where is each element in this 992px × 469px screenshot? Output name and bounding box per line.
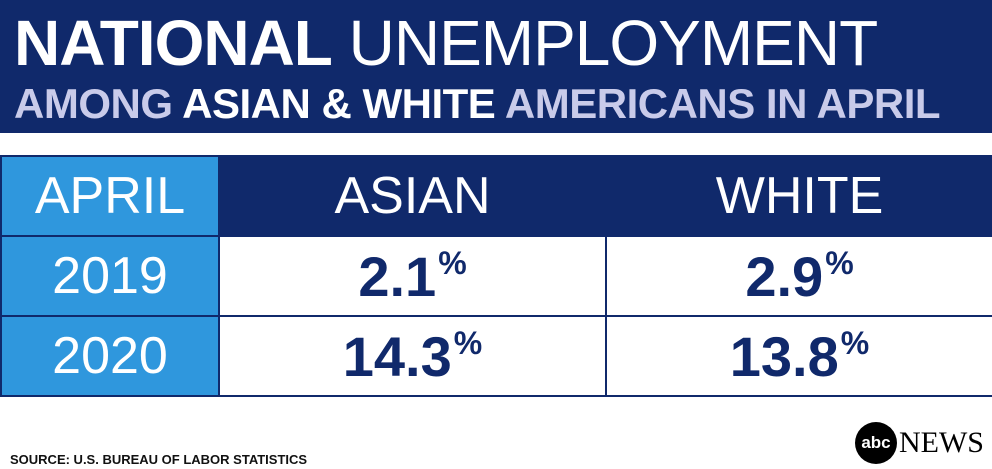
value: 2.1 <box>358 244 437 308</box>
table-row: 2020 14.3% 13.8% <box>0 315 992 397</box>
header-band: NATIONAL UNEMPLOYMENT AMONG ASIAN & WHIT… <box>0 0 992 133</box>
subtitle-highlight: ASIAN & WHITE <box>182 80 496 127</box>
unit: % <box>438 244 467 281</box>
unit: % <box>453 324 483 361</box>
value-cell: 2.9% <box>605 235 992 317</box>
value-cell: 14.3% <box>218 315 607 397</box>
column-header: WHITE <box>605 155 992 237</box>
logo-text: NEWS <box>899 426 984 459</box>
title: NATIONAL UNEMPLOYMENT <box>14 6 878 80</box>
row-label: 2020 <box>0 315 220 397</box>
table-body: 2019 2.1% 2.9% 2020 14.3% 13.8% <box>0 235 992 397</box>
title-light: UNEMPLOYMENT <box>348 7 878 79</box>
unit: % <box>840 324 870 361</box>
column-header: APRIL <box>0 155 220 237</box>
value-cell: 2.1% <box>218 235 607 317</box>
value: 14.3 <box>342 324 452 388</box>
subtitle-part: AMONG <box>14 80 173 127</box>
subtitle-part: AMERICANS IN APRIL <box>504 80 941 127</box>
row-label: 2019 <box>0 235 220 317</box>
logo-mark: abc <box>855 422 897 464</box>
title-bold: NATIONAL <box>14 7 333 79</box>
subtitle: AMONG ASIAN & WHITE AMERICANS IN APRIL <box>14 80 941 128</box>
data-table: APRIL ASIAN WHITE 2019 2.1% 2.9% 2020 14.3% 13.… <box>0 155 992 397</box>
value: 13.8 <box>729 324 839 388</box>
unit: % <box>825 244 854 281</box>
value-cell: 13.8% <box>605 315 992 397</box>
table-row: 2019 2.1% 2.9% <box>0 235 992 317</box>
value: 2.9 <box>745 244 824 308</box>
logo: abc NEWS <box>855 422 984 464</box>
source: SOURCE: U.S. BUREAU OF LABOR STATISTICS <box>10 452 308 467</box>
header-row: APRIL ASIAN WHITE <box>0 155 992 237</box>
column-header: ASIAN <box>218 155 607 237</box>
